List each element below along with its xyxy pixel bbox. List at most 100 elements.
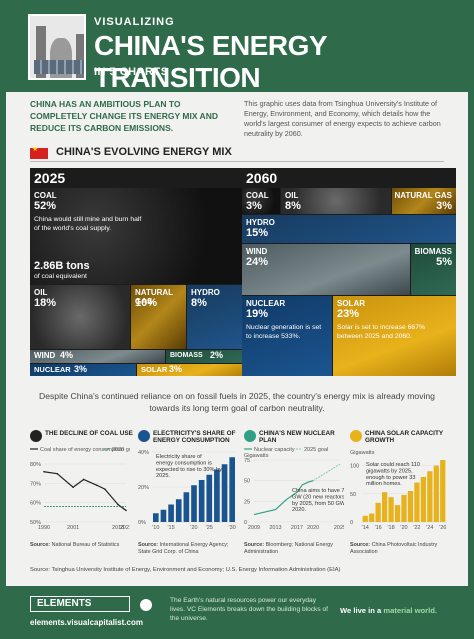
electricity-bar — [214, 469, 220, 522]
cell-name: NATURAL GAS — [394, 191, 452, 200]
cell-name: SOLAR — [337, 299, 365, 308]
section-title-label: CHINA'S EVOLVING ENERGY MIX — [56, 146, 232, 158]
cell-pct: 24% — [246, 256, 269, 268]
coal-chart-source: Source: National Bureau of Statistics — [30, 542, 130, 549]
legend-goal: 2025 goal — [304, 447, 328, 453]
x-tick-label: '30 — [229, 525, 236, 530]
section-title: CHINA'S EVOLVING ENERGY MIX — [30, 145, 444, 162]
cell-name: OIL — [34, 288, 48, 297]
x-tick-label: 2013 — [269, 525, 281, 530]
elements-logo: ELEMENTS — [30, 596, 130, 612]
note-line: 2025. — [156, 473, 170, 479]
cell-name: COAL — [246, 191, 269, 200]
note-line: enough to power 33 — [366, 475, 415, 481]
cell-pct: 5% — [436, 256, 452, 268]
x-tick-label: 2020 — [307, 525, 319, 530]
solar-bar — [440, 460, 446, 522]
cell-pct: 2% — [210, 350, 224, 360]
cell-name: HYDRO — [191, 288, 220, 297]
page-title: CHINA'S ENERGY TRANSITION — [94, 30, 327, 93]
nuclear-note: China aims to have 70 GW (20 new reactors… — [292, 488, 344, 513]
solar-chart-source: Source: China Photovoltaic Industry Asso… — [350, 542, 450, 556]
cell-pct: 8% — [285, 200, 301, 212]
nuclear-capacity-line — [253, 480, 314, 516]
electricity-chart-header: ELECTRICITY'S SHARE OF ENERGY CONSUMPTIO… — [138, 430, 238, 456]
cell-name: BIOMASS — [170, 352, 203, 359]
x-tick-label: 2017 — [291, 525, 303, 530]
x-tick-label: '24 — [426, 525, 433, 530]
x-tick-label: '15 — [168, 525, 175, 530]
treemap-cell-natural-gas: NATURAL GAS 10% — [131, 285, 186, 349]
solar-bar — [369, 513, 375, 522]
treemap-cell-hydro: HYDRO 15% — [242, 215, 456, 243]
cell-note: Solar is set to increase 667% between 20… — [337, 324, 426, 340]
cell-pct: 15% — [246, 227, 269, 239]
treemap-2060: 2060 COAL 3% OIL 8% NATURAL GAS 3% HYDRO… — [242, 168, 456, 376]
coal-share-line — [43, 471, 127, 511]
header-subtitle: IN 5 CHARTS — [94, 66, 169, 78]
y-tick-label: 20% — [138, 485, 149, 491]
treemap-cell-nuclear: NUCLEAR 3% — [30, 364, 136, 376]
unit-label: Gigawatts — [350, 450, 375, 456]
footer-tagline: We live in a material world. — [340, 606, 437, 615]
x-tick-label: '22 — [413, 525, 420, 530]
cell-name: NATURAL GAS — [135, 288, 173, 306]
source-label: Source: — [244, 542, 265, 548]
electricity-bar — [153, 513, 159, 522]
y-tick-label: 100 — [350, 464, 359, 470]
x-tick-label: 2018 — [112, 525, 124, 530]
note-line: gigawatts by 2025, — [366, 468, 413, 474]
cell-pct: 19% — [246, 308, 269, 320]
treemap-cell-coal: COAL 52% China would still mine and burn… — [30, 188, 244, 284]
solar-bar — [427, 471, 433, 522]
treemap-cell-solar: SOLAR 3% — [137, 364, 244, 376]
note-line: GW (20 new reactors) — [292, 494, 344, 500]
treemap-year: 2060 — [246, 170, 278, 186]
visual-capitalist-icon — [140, 599, 152, 611]
electricity-chart-source: Source: International Energy Agency; Sta… — [138, 542, 238, 556]
x-tick-label: '20 — [190, 525, 197, 530]
coal-share-point — [82, 478, 85, 481]
solar-bar — [375, 502, 381, 522]
coal-stat-value: 2.86B tons — [34, 260, 90, 272]
footer-url[interactable]: elements.visualcapitalist.com — [30, 618, 143, 627]
tagline-accent: material world. — [383, 606, 437, 615]
treemap-cell-biomass: BIOMASS 2% — [166, 350, 244, 363]
x-tick-label: '18 — [387, 525, 394, 530]
nuclear-goal-line — [312, 463, 341, 482]
coal-chart-title: THE DECLINE OF COAL USE — [45, 430, 133, 437]
solar-bar-chart: Gigawatts 100 50 0 '14 '16 '18 '20 '22 '24 '26 Sola… — [350, 450, 446, 530]
solar-bar — [388, 497, 394, 522]
cell-name: COAL — [34, 191, 57, 200]
source-text: National Bureau of Statistics — [51, 542, 120, 548]
thumbs-down-icon — [30, 430, 42, 442]
treemap-cell-biomass: BIOMASS 5% — [411, 244, 456, 295]
y-tick-label: 70% — [30, 481, 41, 487]
lightbulb-icon — [138, 430, 150, 442]
source-label: Source: — [138, 542, 159, 548]
sun-icon — [350, 430, 362, 442]
treemap-cell-coal: COAL 3% — [242, 188, 280, 214]
cell-name: OIL — [285, 191, 299, 200]
note-line: by 2025, from 50 GW in — [292, 501, 344, 507]
intro-description: This graphic uses data from Tsinghua Uni… — [244, 99, 441, 139]
source-text: International Energy Agency; State Grid … — [138, 542, 229, 556]
legend-actual: Coal share of energy consumption — [40, 447, 124, 453]
note-line: energy consumption is — [156, 460, 212, 466]
coal-chart-header: THE DECLINE OF COAL USE — [30, 430, 133, 456]
cell-pct: 10% — [135, 297, 158, 309]
treemap-cell-hydro: HYDRO 8% — [187, 285, 244, 349]
x-tick-label: '10 — [152, 525, 159, 530]
treemap-cell-solar: SOLAR 23% Solar is set to increase 667% … — [333, 296, 456, 376]
electricity-bar-chart: 40% 20% 0% '10 '15 '20 '25 '30 Electricity share… — [138, 450, 236, 530]
cell-pct: 52% — [34, 200, 57, 212]
treemap-cell-wind: WIND 4% — [30, 350, 165, 363]
electricity-bar — [206, 474, 213, 522]
cell-name: WIND — [246, 247, 268, 256]
legend-goal: 2020 goal — [112, 447, 130, 453]
coal-share-point — [122, 507, 125, 510]
y-tick-label: 0 — [244, 520, 247, 526]
nuclear-chart-title: CHINA'S NEW NUCLEAR PLAN — [259, 430, 335, 445]
footer — [0, 586, 474, 639]
